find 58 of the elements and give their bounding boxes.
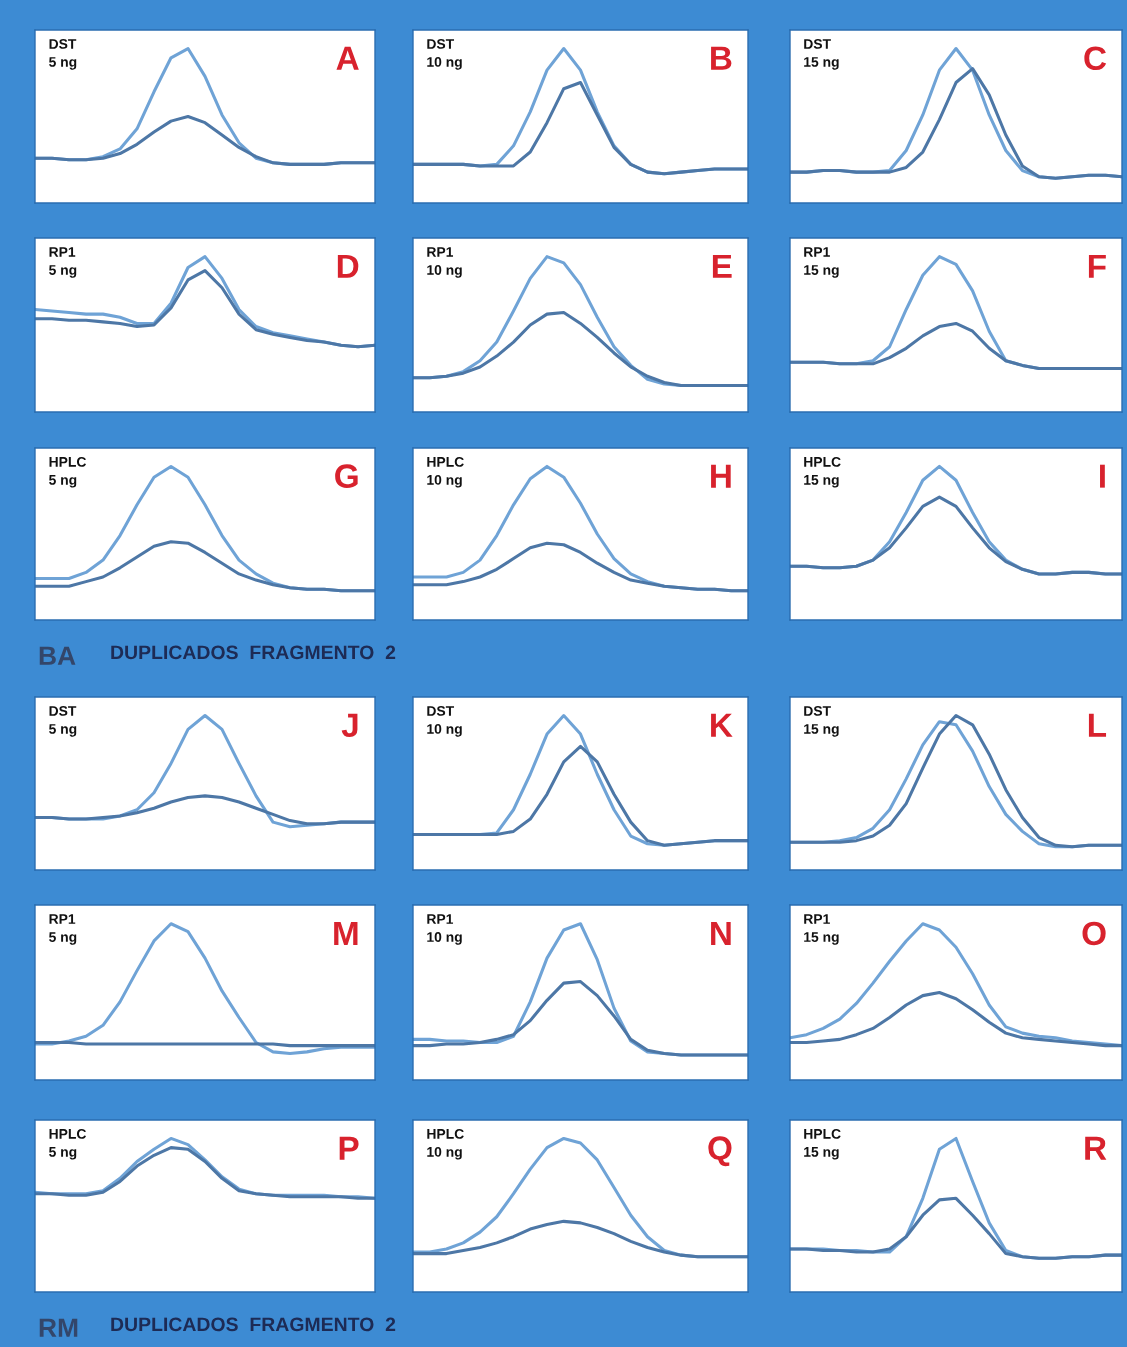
annotation: HPLC [427, 1128, 464, 1139]
annotation: R [1085, 1136, 1107, 1160]
annotation: HPLC [427, 456, 464, 467]
annotation: 5 ng [49, 932, 77, 945]
annotation: 15 ng [804, 932, 839, 945]
annotation: E [712, 254, 732, 278]
annotation: F [1088, 254, 1106, 278]
text: DUPLICADOS FRAGMENTO 2 [111, 1317, 396, 1332]
annotation: H [711, 464, 731, 488]
annotation: 5 ng [49, 265, 77, 278]
annotation: P [339, 1136, 359, 1160]
annotation: O [1082, 921, 1106, 946]
annotation: B [711, 46, 732, 70]
annotation: J [341, 713, 358, 738]
annotation: G [335, 464, 358, 488]
annotation: RP1 [49, 247, 76, 257]
annotation: 10 ng [427, 57, 462, 70]
annotation: 10 ng [427, 932, 462, 945]
annotation: HPLC [804, 456, 841, 467]
annotation: RP1 [804, 914, 830, 924]
annotation: A [336, 46, 359, 70]
annotation: 15 ng [804, 57, 839, 70]
annotation: RP1 [804, 247, 830, 257]
annotation: N [711, 921, 731, 945]
annotation: 10 ng [427, 724, 462, 737]
annotation: Q [708, 1136, 732, 1167]
annotation: 10 ng [427, 1146, 462, 1160]
annotation: DST [49, 39, 77, 49]
annotation: 5 ng [49, 1147, 77, 1160]
annotation: RP1 [49, 914, 76, 924]
annotation: RP1 [427, 247, 454, 257]
annotation: RP1 [427, 914, 454, 924]
annotation: HPLC [49, 456, 87, 467]
text: BA [39, 646, 76, 665]
annotation: DST [49, 706, 77, 716]
annotation: K [711, 713, 733, 737]
annotation: 15 ng [804, 724, 839, 737]
annotation: 5 ng [49, 724, 77, 737]
annotation: DST [804, 39, 831, 49]
annotation: HPLC [49, 1128, 87, 1139]
annotation: D [337, 254, 359, 278]
annotation: DST [427, 39, 455, 49]
annotation: 15 ng [804, 475, 839, 488]
annotation: 15 ng [804, 1147, 839, 1160]
annotation: DST [427, 706, 455, 716]
annotation: HPLC [804, 1128, 841, 1139]
annotation: 5 ng [49, 475, 77, 488]
annotation: I [1100, 464, 1105, 488]
annotation: DST [804, 706, 831, 716]
annotation: L [1088, 713, 1107, 737]
annotation: 5 ng [49, 57, 77, 70]
annotation: 15 ng [804, 265, 839, 278]
text: DUPLICADOS FRAGMENTO 2 [111, 645, 396, 660]
text: RM [39, 1318, 78, 1337]
annotation: 10 ng [427, 474, 462, 488]
annotation: 10 ng [427, 265, 462, 278]
annotation: C [1084, 46, 1107, 71]
annotation: M [334, 921, 358, 945]
